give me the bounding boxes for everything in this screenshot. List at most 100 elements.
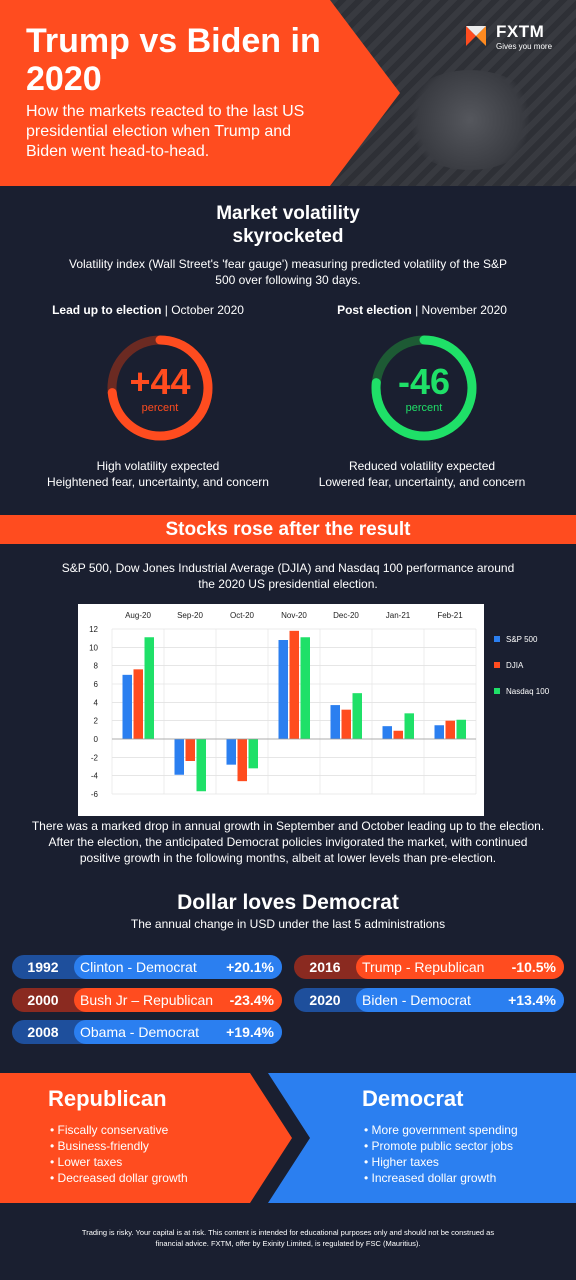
administration-bar: Biden - Democrat +13.4% [356, 988, 564, 1012]
republican-list: Fiscally conservative Business-friendly … [50, 1122, 188, 1186]
x-tick-label: Sep-20 [177, 611, 203, 620]
post-election-unit: percent [405, 402, 443, 414]
dollar-bill-seal [400, 70, 540, 170]
header-orange-panel [0, 0, 400, 186]
bar-s-p-500 [434, 725, 444, 739]
post-election-caption: Reduced volatility expected Lowered fear… [278, 458, 566, 490]
list-item: Increased dollar growth [364, 1170, 518, 1186]
page-title: Trump vs Biden in 2020 [26, 22, 321, 98]
administration-year: 2008 [27, 1024, 59, 1040]
administration-pill: 2000 Bush Jr – Republican -23.4% [12, 988, 282, 1012]
dollar-description: The annual change in USD under the last … [130, 917, 446, 931]
post-election-ring: -46 percent [368, 332, 480, 444]
volatility-description: Volatility index (Wall Street's 'fear ga… [69, 257, 507, 287]
lead-up-unit: percent [141, 402, 179, 414]
bar-s-p-500 [174, 739, 184, 775]
y-tick-label: 2 [94, 717, 99, 726]
administration-label: Biden - Democrat [362, 992, 471, 1008]
x-tick-label: Jan-21 [386, 611, 411, 620]
bar-nasdaq-100 [144, 637, 154, 739]
post-election-ring-graphic [371, 335, 477, 441]
administration-change: +13.4% [508, 992, 556, 1008]
volatility-title-text: Market volatility skyrocketed [216, 203, 360, 247]
bar-nasdaq-100 [300, 637, 310, 739]
stocks-note: There was a marked drop in annual growth… [31, 819, 545, 865]
stocks-description: S&P 500, Dow Jones Industrial Average (D… [61, 561, 515, 591]
republican-title: Republican [48, 1086, 167, 1111]
bar-nasdaq-100 [352, 693, 362, 739]
y-tick-label: -6 [91, 790, 99, 799]
bar-djia [341, 709, 351, 739]
administration-year: 2020 [309, 992, 341, 1008]
y-tick-label: 4 [94, 698, 99, 707]
chart-legend: S&P 500 DJIA Nasdaq 100 [494, 626, 574, 704]
dollar-title: Dollar loves Democrat [177, 891, 399, 914]
legend-swatch [494, 636, 500, 642]
list-item: More government spending [364, 1122, 518, 1138]
stocks-banner-title: Stocks rose after the result [165, 519, 411, 540]
administration-bar: Bush Jr – Republican -23.4% [74, 988, 282, 1012]
administration-bar: Trump - Republican -10.5% [356, 955, 564, 979]
list-item: Fiscally conservative [50, 1122, 188, 1138]
lead-up-caption-line2: Heightened fear, uncertainty, and concer… [47, 475, 269, 489]
administration-pill: 2020 Biden - Democrat +13.4% [294, 988, 564, 1012]
administration-change: -10.5% [511, 959, 556, 975]
administration-year: 2016 [309, 959, 341, 975]
legend-entry: Nasdaq 100 [494, 678, 574, 704]
volatility-title: Market volatility skyrocketed [0, 202, 576, 248]
legend-entry: S&P 500 [494, 626, 574, 652]
bar-djia [133, 669, 143, 739]
administration-label: Bush Jr – Republican [80, 992, 214, 1008]
administration-pill: 2008 Obama - Democrat +19.4% [12, 1020, 282, 1044]
bar-s-p-500 [122, 674, 132, 739]
page-subtitle: How the markets reacted to the last US p… [26, 103, 305, 160]
administration-year: 2000 [27, 992, 59, 1008]
administration-year: 1992 [27, 959, 59, 975]
y-tick-label: -4 [91, 772, 99, 781]
bar-nasdaq-100 [196, 739, 206, 792]
administration-pill: 1992 Clinton - Democrat +20.1% [12, 955, 282, 979]
fxtm-logo-tagline: Gives you more [496, 42, 553, 51]
bar-djia [289, 630, 299, 739]
administration-change: +19.4% [226, 1024, 274, 1040]
lead-up-caption: High volatility expected Heightened fear… [14, 458, 302, 490]
x-tick-label: Oct-20 [230, 611, 255, 620]
stocks-chart-svg: 12 10 8 6 4 2 0 -2 -4 -6 Aug-20 Sep-20 Oct-20 Nov-20 D… [89, 611, 477, 799]
administration-bar: Clinton - Democrat +20.1% [74, 955, 282, 979]
legend-label: DJIA [506, 660, 524, 670]
bar-djia [185, 739, 195, 761]
legend-swatch [494, 688, 500, 694]
stocks-chart: 12 10 8 6 4 2 0 -2 -4 -6 Aug-20 Sep-20 Oct-20 Nov-20 D… [78, 604, 484, 816]
post-election-label-date: | November 2020 [411, 303, 507, 317]
list-item: Decreased dollar growth [50, 1170, 188, 1186]
list-item: Lower taxes [50, 1154, 188, 1170]
democrat-title: Democrat [362, 1086, 464, 1111]
lead-up-ring-graphic [107, 335, 213, 441]
x-tick-label: Aug-20 [125, 611, 151, 620]
administration-change: -23.4% [229, 992, 274, 1008]
administration-label: Trump - Republican [362, 959, 485, 975]
administration-change: +20.1% [226, 959, 274, 975]
bar-s-p-500 [226, 739, 236, 765]
fxtm-logo[interactable]: FXTM Gives you more [462, 20, 562, 60]
legend-label: S&P 500 [506, 634, 538, 644]
legend-swatch [494, 662, 500, 668]
list-item: Promote public sector jobs [364, 1138, 518, 1154]
bar-s-p-500 [382, 726, 392, 739]
bar-nasdaq-100 [404, 713, 414, 739]
y-tick-label: 8 [94, 662, 99, 671]
lead-up-label-date: | October 2020 [161, 303, 244, 317]
list-item: Higher taxes [364, 1154, 518, 1170]
x-tick-label: Feb-21 [437, 611, 463, 620]
post-election-value: -46 [397, 361, 451, 402]
x-tick-label: Nov-20 [281, 611, 307, 620]
stocks-banner [0, 515, 576, 544]
list-item: Business-friendly [50, 1138, 188, 1154]
democrat-list: More government spending Promote public … [364, 1122, 518, 1186]
administration-pill: 2016 Trump - Republican -10.5% [294, 955, 564, 979]
lead-up-label-bold: Lead up to election [52, 303, 162, 317]
y-tick-label: -2 [91, 753, 99, 762]
x-tick-label: Dec-20 [333, 611, 359, 620]
lead-up-label: Lead up to election | October 2020 [4, 303, 292, 317]
bar-nasdaq-100 [248, 739, 258, 769]
